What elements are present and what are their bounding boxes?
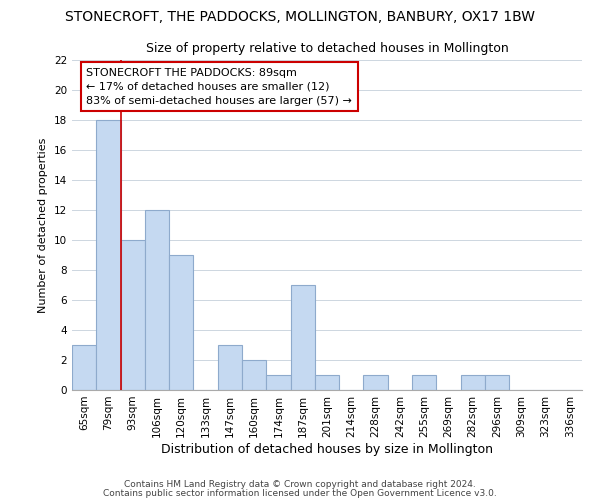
Bar (96, 120, 121, 390)
Bar (290, 285, 315, 390)
Text: STONECROFT, THE PADDOCKS, MOLLINGTON, BANBURY, OX17 1BW: STONECROFT, THE PADDOCKS, MOLLINGTON, BA… (65, 10, 535, 24)
Bar (266, 375, 290, 390)
Bar (121, 240, 145, 390)
Text: Contains public sector information licensed under the Open Government Licence v3: Contains public sector information licen… (103, 490, 497, 498)
Bar (72, 345, 96, 390)
Bar (169, 255, 193, 390)
X-axis label: Distribution of detached houses by size in Mollington: Distribution of detached houses by size … (161, 442, 493, 456)
Title: Size of property relative to detached houses in Mollington: Size of property relative to detached ho… (146, 42, 508, 54)
Bar (461, 375, 485, 390)
Text: Contains HM Land Registry data © Crown copyright and database right 2024.: Contains HM Land Registry data © Crown c… (124, 480, 476, 489)
Bar (218, 345, 242, 390)
Text: STONECROFT THE PADDOCKS: 89sqm
← 17% of detached houses are smaller (12)
83% of : STONECROFT THE PADDOCKS: 89sqm ← 17% of … (86, 68, 352, 106)
Bar (364, 375, 388, 390)
Bar (145, 210, 169, 390)
Bar (485, 375, 509, 390)
Bar (412, 375, 436, 390)
Bar (315, 375, 339, 390)
Y-axis label: Number of detached properties: Number of detached properties (38, 138, 49, 312)
Bar (242, 360, 266, 390)
